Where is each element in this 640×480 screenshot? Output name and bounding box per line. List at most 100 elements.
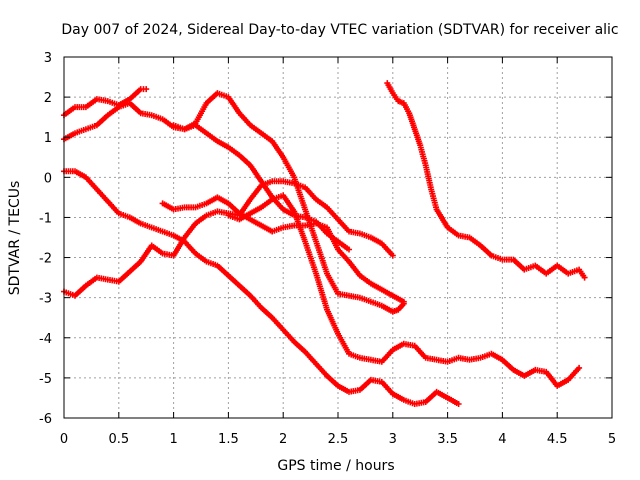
data-point (386, 82, 389, 84)
data-point (172, 208, 175, 211)
data-point (304, 208, 306, 211)
data-point (216, 92, 219, 94)
y-tick-label: -6 (39, 412, 52, 427)
data-point (512, 369, 515, 371)
data-point (501, 359, 504, 361)
data-point (326, 226, 328, 229)
data-point (359, 232, 361, 235)
data-point (227, 202, 230, 205)
series-arc-8 (384, 80, 588, 281)
data-point (238, 218, 241, 221)
data-point (370, 359, 372, 361)
data-point (315, 240, 317, 243)
series-arc-6 (170, 90, 407, 315)
data-point (578, 367, 580, 369)
chart-title: Day 007 of 2024, Sidereal Day-to-day VTE… (61, 22, 618, 38)
data-point (172, 234, 175, 237)
data-point (413, 403, 416, 405)
data-point (457, 234, 460, 237)
data-point (172, 124, 175, 126)
data-point (216, 264, 219, 267)
data-point (490, 353, 493, 355)
data-point (238, 154, 241, 157)
data-point (534, 369, 537, 371)
data-point (381, 361, 383, 363)
data-point (556, 385, 558, 387)
data-point (271, 140, 274, 143)
data-point (348, 230, 350, 233)
data-point (545, 371, 548, 373)
y-tick-label: -5 (39, 372, 52, 387)
x-tick-label: 5 (608, 432, 616, 447)
data-point (161, 202, 164, 205)
data-point (370, 236, 372, 239)
data-point (402, 342, 405, 345)
data-point (392, 349, 394, 351)
data-point (468, 236, 471, 239)
data-point (194, 122, 197, 124)
data-point (523, 268, 526, 271)
data-point (249, 198, 252, 201)
data-point (293, 224, 295, 227)
data-point (85, 128, 87, 130)
data-point (118, 106, 120, 108)
data-point (205, 202, 208, 205)
data-point (205, 260, 208, 263)
data-point (304, 240, 306, 243)
data-point (435, 208, 438, 211)
data-point (556, 264, 558, 267)
data-point (337, 292, 339, 295)
data-point (337, 248, 339, 251)
data-point (128, 216, 131, 219)
y-axis-label: SDTVAR / TECUs (7, 181, 23, 296)
y-tick-label: -1 (39, 211, 52, 226)
data-point (282, 328, 285, 331)
data-point (348, 353, 350, 355)
data-point (512, 258, 515, 261)
data-point (194, 206, 197, 209)
data-point (183, 128, 186, 130)
data-point (85, 106, 87, 108)
data-point (227, 146, 230, 149)
data-point (260, 206, 263, 209)
data-point (145, 88, 147, 90)
data-point (249, 294, 252, 297)
data-point (348, 260, 350, 263)
data-point (392, 92, 394, 94)
data-point (315, 272, 317, 275)
data-point (424, 401, 427, 403)
data-point (282, 226, 285, 229)
y-tick-label: 1 (44, 131, 52, 146)
data-point (348, 248, 350, 251)
data-point (161, 230, 164, 233)
data-point (139, 222, 142, 225)
data-point (315, 363, 317, 365)
data-point (567, 379, 569, 381)
data-point (479, 357, 482, 359)
data-point (501, 258, 504, 261)
data-point (85, 176, 87, 179)
data-point (150, 114, 153, 116)
data-point (107, 200, 109, 203)
data-point (260, 224, 263, 227)
data-point (260, 184, 263, 187)
data-point (128, 102, 131, 104)
data-point (468, 359, 471, 361)
x-tick-label: 2 (279, 432, 287, 447)
x-tick-label: 1.5 (218, 432, 239, 447)
data-point (260, 180, 263, 183)
tick-layer: 0 0.5 1 1.5 2 2.5 3 3.5 4 4.5 5 3 2 1 0 -1 -2 -3 -4 -5 -6 (39, 51, 616, 447)
data-point (183, 206, 186, 209)
x-axis-label: GPS time / hours (277, 458, 394, 474)
data-point (402, 399, 405, 401)
y-tick-label: -2 (39, 252, 52, 267)
data-point (397, 308, 400, 311)
data-point (271, 180, 274, 183)
data-point (96, 98, 98, 100)
data-point (392, 393, 394, 395)
data-point (150, 244, 153, 247)
data-point (139, 260, 142, 263)
data-point (381, 242, 383, 245)
data-point (326, 272, 328, 275)
data-point (381, 288, 383, 291)
